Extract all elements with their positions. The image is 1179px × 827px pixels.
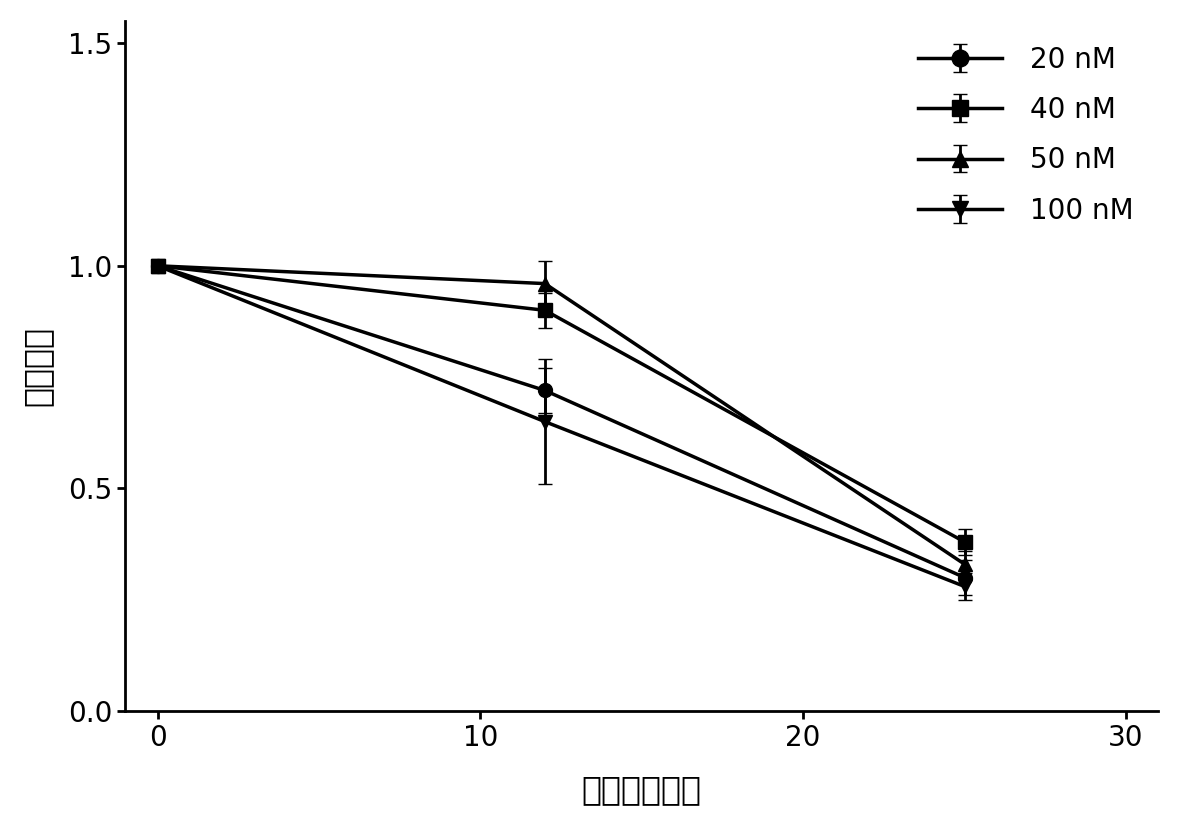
Y-axis label: 细胞活性: 细胞活性 — [21, 326, 54, 406]
X-axis label: 时间（小时）: 时间（小时） — [581, 773, 702, 806]
Legend: 20 nM, 40 nM, 50 nM, 100 nM: 20 nM, 40 nM, 50 nM, 100 nM — [908, 35, 1145, 236]
